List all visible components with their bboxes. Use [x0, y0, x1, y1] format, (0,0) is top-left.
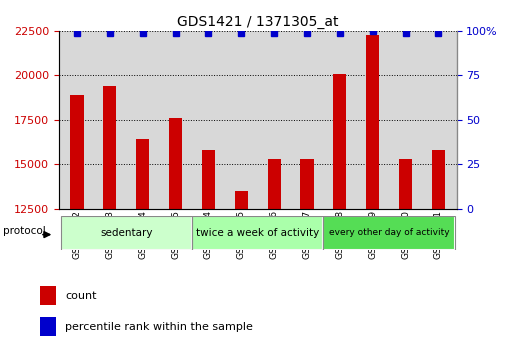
Bar: [324, 216, 455, 250]
Bar: [432, 150, 445, 345]
Text: sedentary: sedentary: [100, 228, 152, 238]
Bar: [399, 159, 412, 345]
Bar: [61, 216, 192, 250]
Bar: [192, 216, 324, 250]
Text: twice a week of activity: twice a week of activity: [196, 228, 320, 238]
Bar: [324, 216, 455, 250]
Title: GDS1421 / 1371305_at: GDS1421 / 1371305_at: [177, 14, 339, 29]
Bar: [70, 95, 84, 345]
Bar: [169, 118, 182, 345]
Bar: [268, 159, 281, 345]
Text: percentile rank within the sample: percentile rank within the sample: [65, 322, 253, 332]
Bar: [301, 159, 313, 345]
Bar: [103, 86, 116, 345]
Bar: [235, 191, 248, 345]
Bar: [192, 216, 324, 250]
Bar: [40, 286, 56, 305]
Text: count: count: [65, 290, 96, 300]
Text: every other day of activity: every other day of activity: [329, 228, 449, 237]
Bar: [40, 317, 56, 336]
Bar: [136, 139, 149, 345]
Bar: [202, 150, 215, 345]
Bar: [366, 34, 379, 345]
Bar: [333, 74, 346, 345]
Bar: [61, 216, 192, 250]
Text: protocol: protocol: [3, 226, 46, 236]
